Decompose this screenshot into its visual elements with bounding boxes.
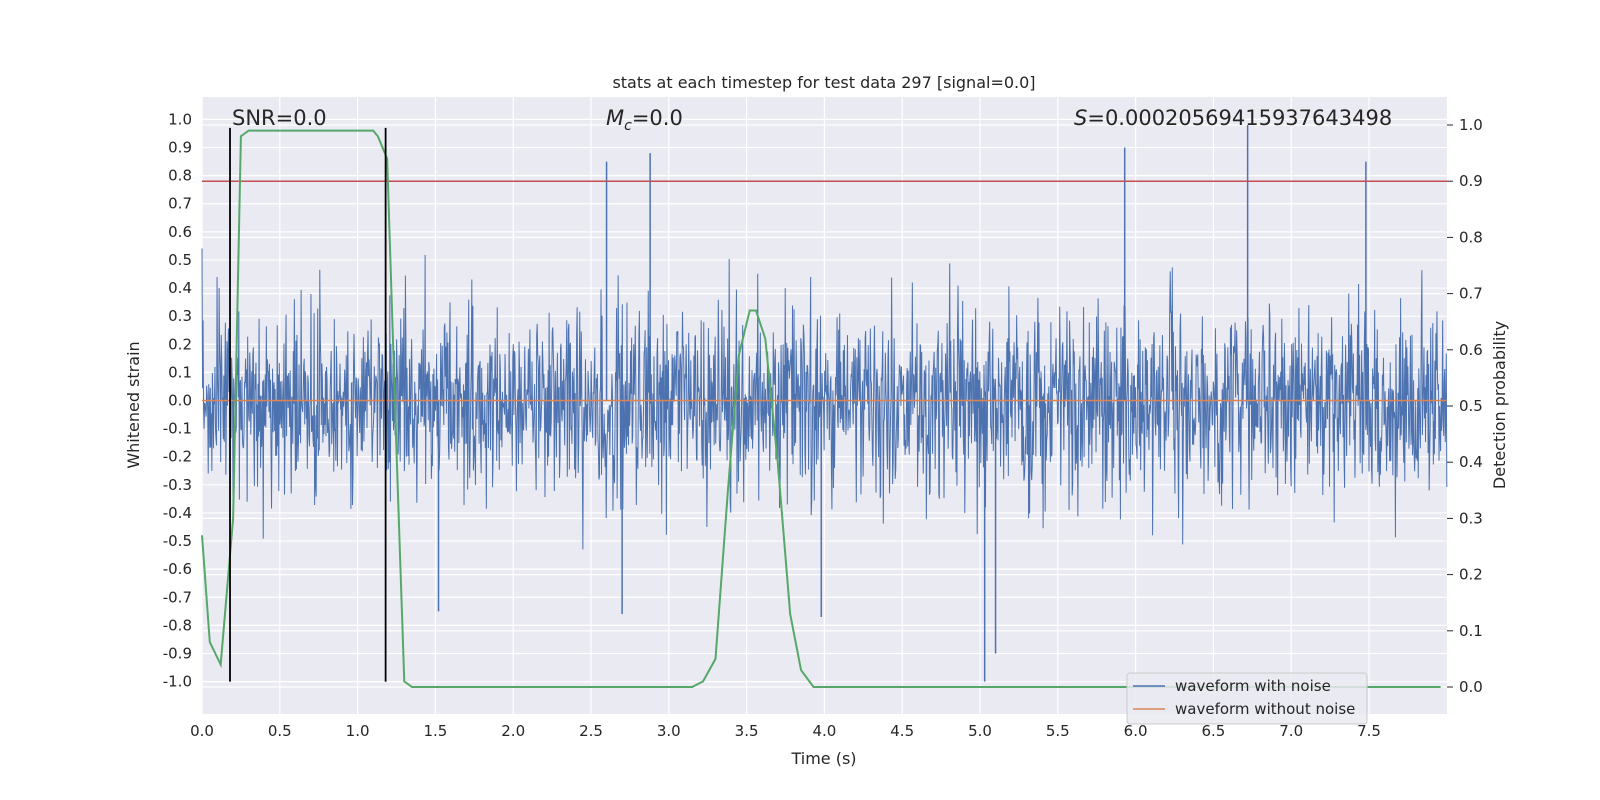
y-tick-label: -0.4 (163, 504, 192, 522)
x-tick-label: 6.0 (1124, 722, 1148, 740)
x-tick-label: 3.5 (735, 722, 759, 740)
legend: waveform with noise waveform without noi… (1126, 672, 1368, 725)
y2-tick-label: 0.5 (1459, 397, 1483, 415)
y2-tick-label: 0.3 (1459, 509, 1483, 527)
legend-box (1126, 672, 1368, 725)
x-tick-label: 3.0 (657, 722, 681, 740)
x-tick-label: 4.0 (812, 722, 836, 740)
y-tick-label: 0.7 (168, 195, 192, 213)
legend-label-clean: waveform without noise (1175, 700, 1355, 718)
y-tick-label: 0.0 (168, 392, 192, 410)
y2-tick-label: 0.8 (1459, 228, 1483, 246)
y2-tick-label: 0.2 (1459, 566, 1483, 584)
axis-ticks: 0.0 0.5 1.0 1.5 2.0 2.5 3.0 3.5 4.0 4.5 5.0 5.5 6.0 6… (163, 110, 1483, 740)
x-tick-label: 0.0 (190, 722, 214, 740)
x-tick-label: 5.0 (968, 722, 992, 740)
x-tick-label: 7.0 (1279, 722, 1303, 740)
y-tick-label: -0.8 (163, 616, 192, 634)
x-tick-label: 4.5 (890, 722, 914, 740)
x-axis-label: Time (s) (790, 749, 856, 768)
y2-tick-label: 0.1 (1459, 622, 1483, 640)
y-tick-label: 0.3 (168, 307, 192, 325)
legend-label-noise: waveform with noise (1175, 677, 1331, 695)
y-tick-label: -0.9 (163, 644, 192, 662)
y-axis-label: Whitened strain (124, 341, 143, 468)
y2-axis-label: Detection probability (1490, 321, 1509, 489)
x-tick-label: 6.5 (1201, 722, 1225, 740)
x-tick-label: 7.5 (1357, 722, 1381, 740)
y-tick-label: -0.5 (163, 532, 192, 550)
x-tick-label: 1.5 (423, 722, 447, 740)
y2-tick-label: 0.0 (1459, 678, 1483, 696)
annotation-s: S=0.00020569415937643498 (1074, 106, 1392, 130)
series-waveform-with-noise (201, 125, 1448, 682)
y-tick-label: -0.1 (163, 420, 192, 438)
x-tick-label: 2.0 (501, 722, 525, 740)
y-tick-label: 0.6 (168, 223, 192, 241)
grid (201, 97, 1447, 714)
y2-tick-label: 0.6 (1459, 341, 1483, 359)
y2-tick-label: 0.4 (1459, 453, 1483, 471)
y-tick-label: -0.6 (163, 560, 192, 578)
x-tick-label: 0.5 (268, 722, 292, 740)
series-lines (201, 127, 1447, 688)
y-tick-label: -0.7 (163, 588, 192, 606)
y-tick-label: 0.2 (168, 335, 192, 353)
y-tick-label: -0.3 (163, 476, 192, 494)
y-tick-label: -0.2 (163, 448, 192, 466)
waveform-with-noise-line (201, 248, 1448, 550)
y-tick-label: -1.0 (163, 673, 192, 691)
y-tick-label: 1.0 (168, 110, 192, 128)
y2-tick-label: 0.9 (1459, 172, 1483, 190)
x-tick-label: 1.0 (346, 722, 370, 740)
y-tick-label: 0.8 (168, 167, 192, 185)
y-tick-label: 0.1 (168, 363, 192, 381)
y2-tick-label: 0.7 (1459, 285, 1483, 303)
y-tick-label: 0.4 (168, 279, 192, 297)
x-tick-label: 5.5 (1046, 722, 1070, 740)
chart-title: stats at each timestep for test data 297… (612, 73, 1035, 92)
x-tick-label: 2.5 (579, 722, 603, 740)
annotation-snr: SNR=0.0 (232, 106, 327, 130)
y-tick-label: 0.9 (168, 139, 192, 157)
detection-probability-line (201, 129, 1441, 688)
annotation-mc: Mc=0.0 (606, 106, 683, 134)
y2-tick-label: 1.0 (1459, 116, 1483, 134)
y-tick-label: 0.5 (168, 251, 192, 269)
